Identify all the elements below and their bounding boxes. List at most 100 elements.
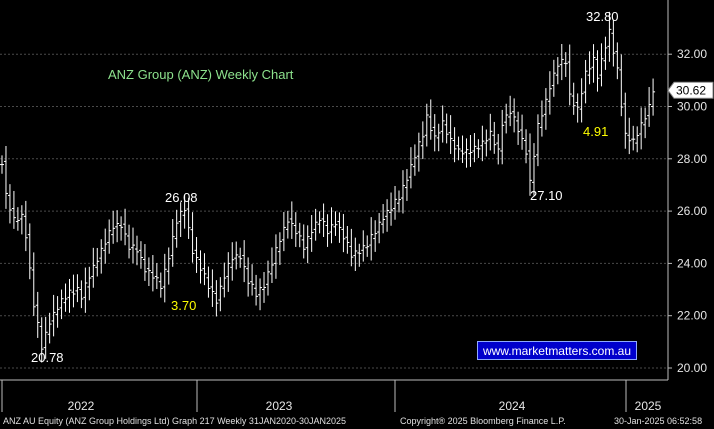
price-bar (389, 192, 394, 226)
x-axis: 2022 2023 2024 2025 (0, 379, 714, 414)
price-bar (277, 232, 282, 265)
price-bar (381, 204, 386, 234)
price-bar (154, 263, 159, 290)
price-bar (95, 247, 100, 277)
price-bar (202, 253, 207, 286)
price-bar (39, 317, 44, 363)
price-bar (492, 121, 497, 154)
price-bar (47, 312, 52, 344)
price-bar (476, 139, 481, 159)
price-bar (71, 274, 76, 308)
footer-security-info: ANZ AU Equity (ANZ Group Holdings Ltd) G… (3, 416, 347, 426)
price-bar (158, 272, 163, 298)
price-bar (385, 199, 390, 232)
y-tick-label: 20.00 (677, 361, 707, 375)
price-bar (528, 133, 533, 196)
price-bar (234, 241, 239, 270)
price-bar (329, 207, 334, 244)
price-bar (440, 105, 445, 143)
price-bar (43, 316, 48, 359)
price-bar (571, 82, 576, 115)
y-tick-label: 26.00 (677, 204, 707, 218)
price-bar (460, 135, 465, 163)
price-bar (647, 87, 652, 127)
price-bar (3, 145, 8, 209)
price-bars (0, 11, 656, 363)
watermark-link[interactable]: www.marketmatters.com.au (477, 341, 637, 360)
y-tick-label: 28.00 (677, 152, 707, 166)
grid-lines (0, 53, 668, 369)
price-bar (321, 203, 326, 237)
price-bar (309, 215, 314, 252)
price-bar (587, 51, 592, 85)
price-bar (567, 44, 572, 106)
price-bar (190, 212, 195, 263)
price-bar (555, 57, 560, 85)
annotation-label: 4.91 (583, 124, 608, 139)
price-bar (59, 289, 64, 320)
price-bar (194, 236, 199, 273)
price-bar (146, 257, 151, 287)
price-bar (353, 237, 358, 271)
price-bar (289, 201, 294, 239)
annotation-label: 27.10 (530, 188, 563, 203)
price-bar (547, 71, 552, 115)
annotation-label: 3.70 (171, 298, 196, 313)
price-bar (265, 260, 270, 296)
price-bar (551, 59, 556, 97)
y-axis: 20.00 22.00 24.00 26.00 28.00 30.00 32.00 30.62 (667, 0, 714, 380)
x-tick-label: 2022 (68, 399, 95, 413)
price-bar (138, 241, 143, 269)
price-bar (67, 278, 72, 313)
price-bar (182, 195, 187, 229)
price-bar (603, 36, 608, 70)
y-tick-label: 32.00 (677, 47, 707, 61)
price-bar (285, 210, 290, 239)
price-bar (448, 115, 453, 154)
price-bar (258, 278, 263, 311)
price-bar (420, 121, 425, 160)
price-bar (488, 113, 493, 151)
price-bar (583, 59, 588, 104)
annotations: 32.80 26.08 27.10 20.78 3.70 4.91 (31, 9, 619, 365)
price-bar (579, 78, 584, 123)
price-bar (103, 228, 108, 264)
price-bar (520, 114, 525, 150)
price-bar (214, 280, 219, 317)
price-bar (301, 224, 306, 259)
price-bar (369, 217, 374, 261)
price-bar (393, 185, 398, 220)
price-bar (333, 211, 338, 236)
price-bar (0, 155, 4, 174)
price-bar (198, 250, 203, 284)
price-bar (397, 190, 401, 213)
price-bar (178, 202, 183, 237)
price-bar (595, 50, 600, 92)
price-bar (297, 222, 302, 248)
price-bar (349, 228, 354, 267)
price-bar (250, 264, 255, 296)
price-bar (416, 132, 421, 172)
price-bar (142, 244, 147, 281)
price-bar (230, 242, 235, 281)
price-bar (615, 42, 620, 80)
price-bar (591, 44, 596, 83)
price-bar (607, 11, 612, 62)
price-bar (400, 170, 405, 214)
price-bar (293, 212, 298, 247)
price-bar (468, 135, 473, 167)
price-bar (51, 294, 56, 337)
price-bar (242, 240, 247, 283)
price-bar (170, 219, 175, 267)
price-bar (238, 247, 243, 268)
price-bar (337, 212, 342, 243)
y-tick-label: 24.00 (677, 256, 707, 270)
price-bar (19, 205, 24, 235)
price-bar (166, 247, 171, 285)
price-bar (373, 220, 378, 252)
price-bar (559, 44, 564, 81)
price-bar (107, 219, 112, 254)
price-bar (472, 133, 477, 163)
price-bar (428, 99, 433, 140)
price-bar (63, 283, 68, 312)
